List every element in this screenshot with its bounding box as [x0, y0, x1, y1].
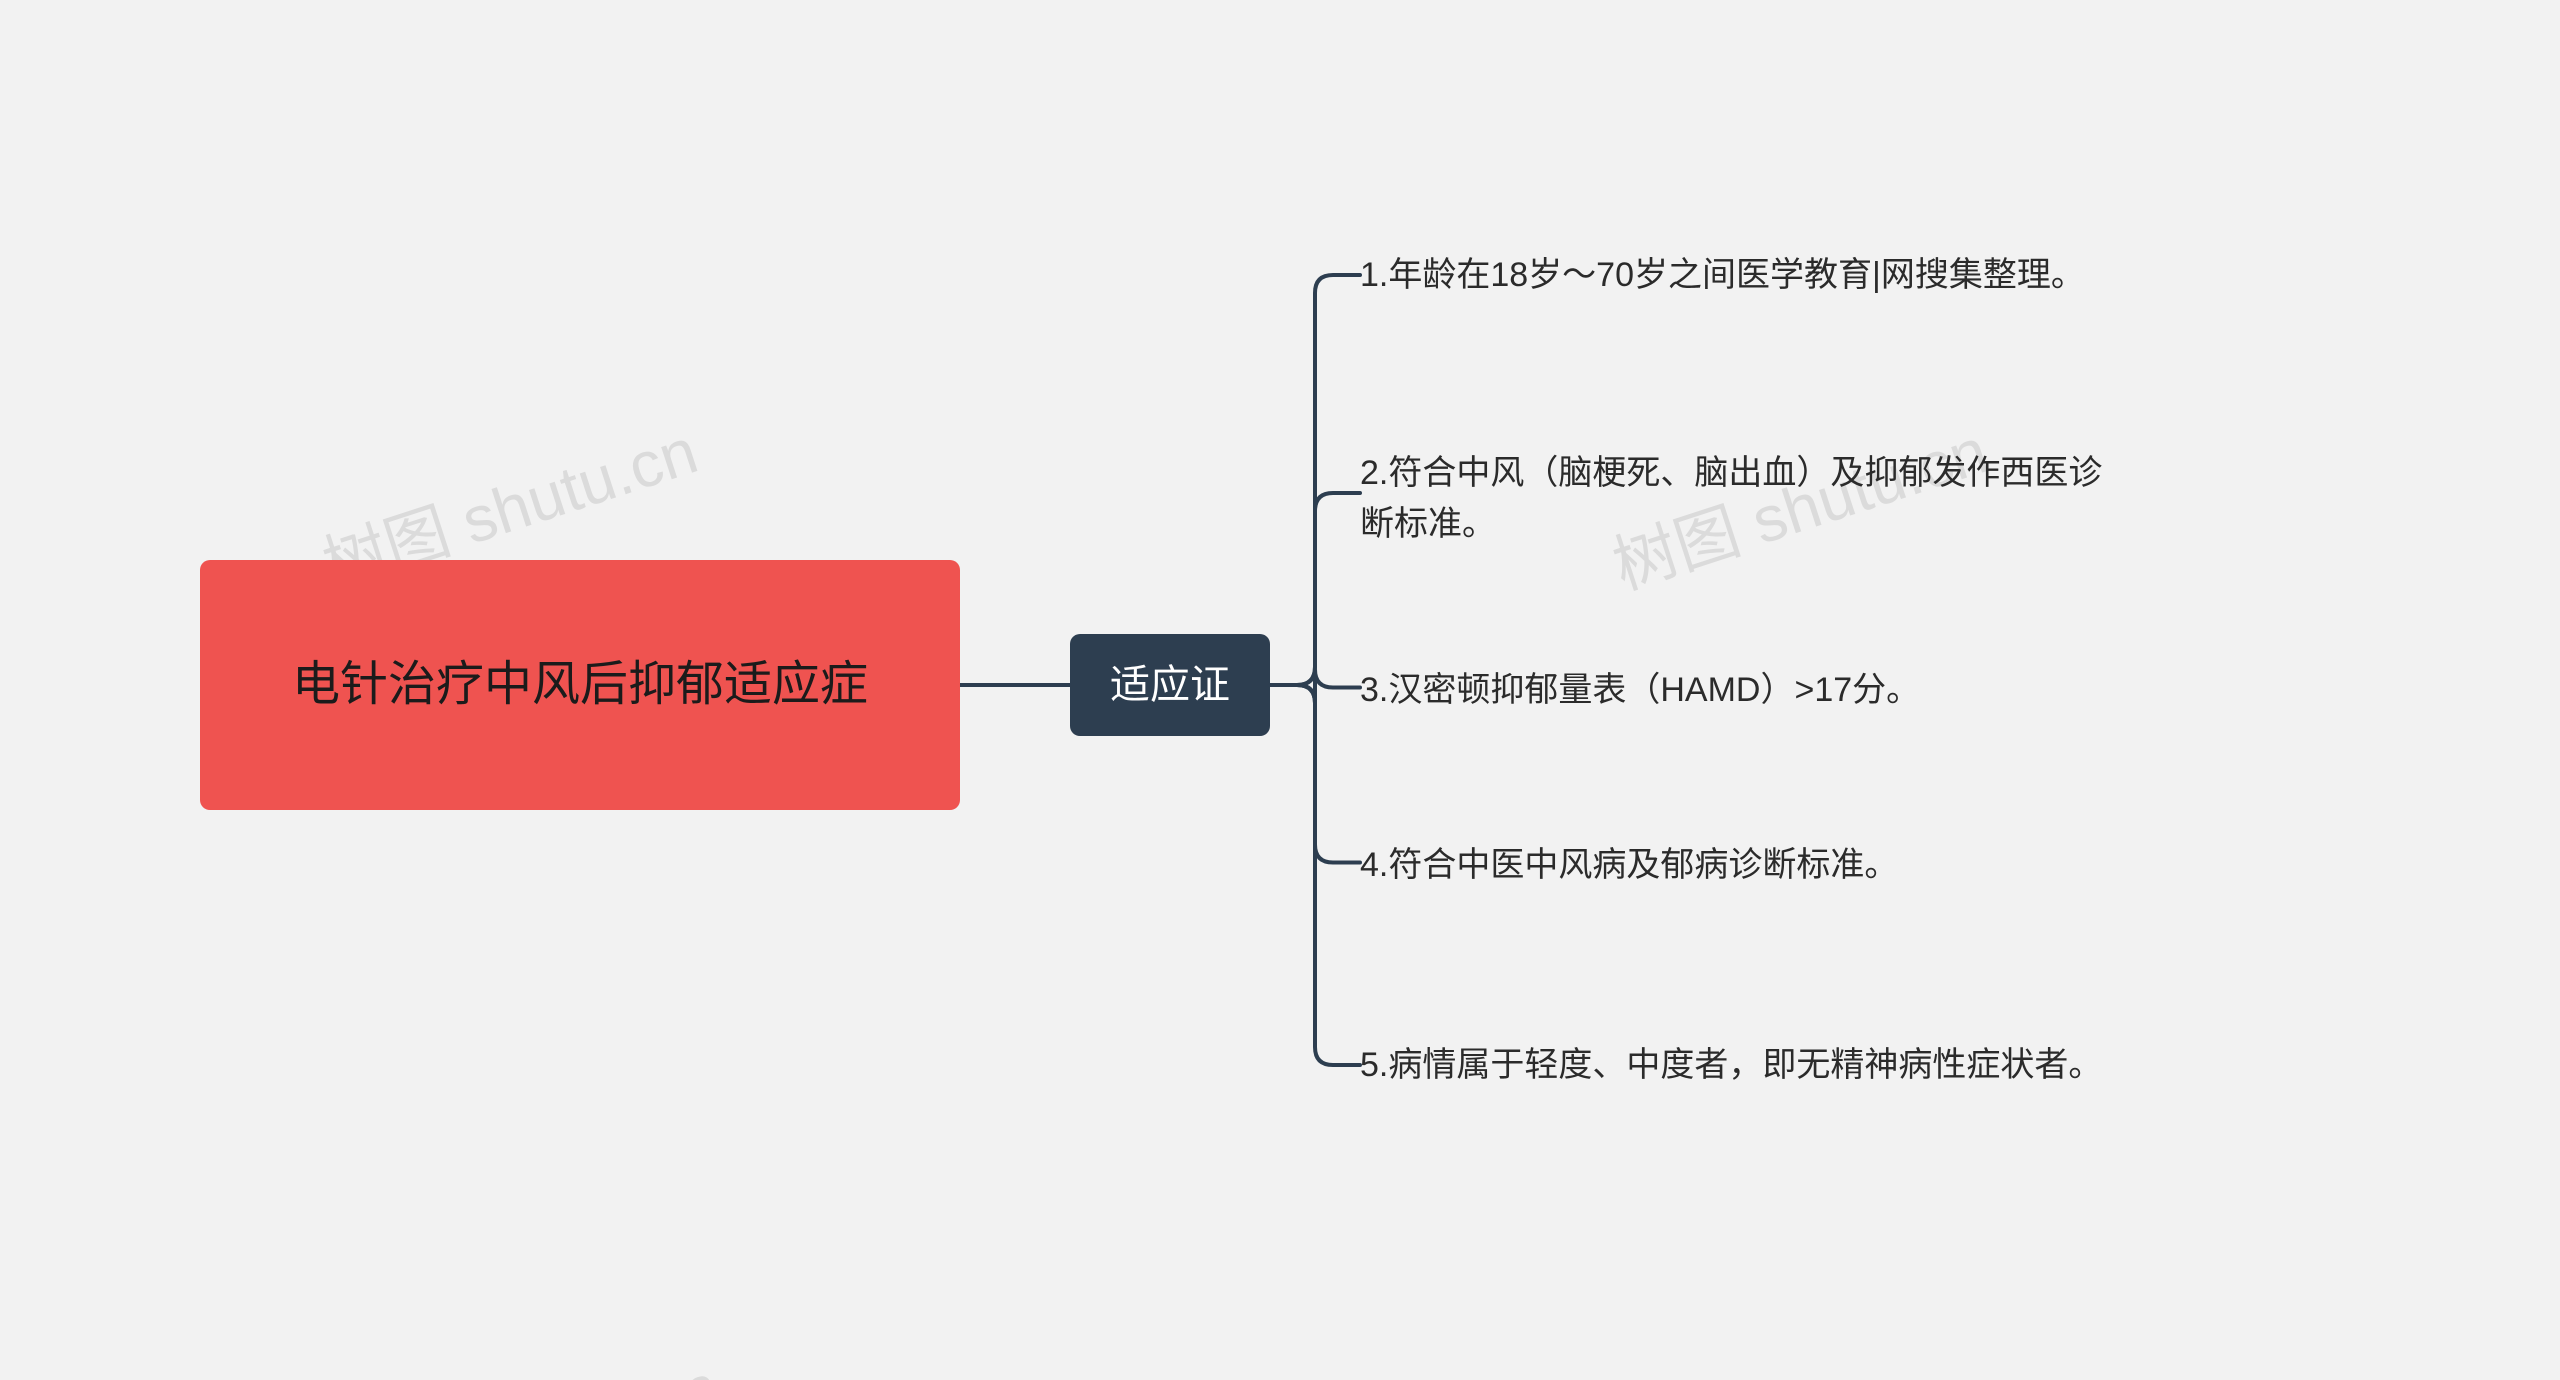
root-node-label: 电针治疗中风后抑郁适应症: [292, 649, 868, 721]
leaf-label: 3.汉密顿抑郁量表（HAMD）>17分。: [1360, 665, 1920, 716]
mindmap-canvas: 树图 shutu.cn 树图 shutu.cn cn 电针治疗中风后抑郁适应症 …: [0, 0, 2560, 1380]
leaf-label: 2.符合中风（脑梗死、脑出血）及抑郁发作西医诊断标准。: [1360, 448, 2120, 550]
leaf-node-5[interactable]: 5.病情属于轻度、中度者，即无精神病性症状者。: [1360, 1020, 2120, 1110]
leaf-node-4[interactable]: 4.符合中医中风病及郁病诊断标准。: [1360, 840, 2120, 891]
leaf-label: 4.符合中医中风病及郁病诊断标准。: [1360, 840, 1898, 891]
leaf-label: 1.年龄在18岁～70岁之间医学教育|网搜集整理。: [1360, 250, 2085, 301]
branch-node[interactable]: 适应证: [1070, 634, 1270, 736]
leaf-node-3[interactable]: 3.汉密顿抑郁量表（HAMD）>17分。: [1360, 665, 2120, 716]
watermark-3: cn: [640, 1349, 727, 1380]
root-node[interactable]: 电针治疗中风后抑郁适应症: [200, 560, 960, 810]
leaf-node-2[interactable]: 2.符合中风（脑梗死、脑出血）及抑郁发作西医诊断标准。: [1360, 448, 2120, 550]
leaf-node-1[interactable]: 1.年龄在18岁～70岁之间医学教育|网搜集整理。: [1360, 230, 2120, 320]
branch-node-label: 适应证: [1110, 657, 1230, 713]
leaf-label: 5.病情属于轻度、中度者，即无精神病性症状者。: [1360, 1040, 2102, 1091]
